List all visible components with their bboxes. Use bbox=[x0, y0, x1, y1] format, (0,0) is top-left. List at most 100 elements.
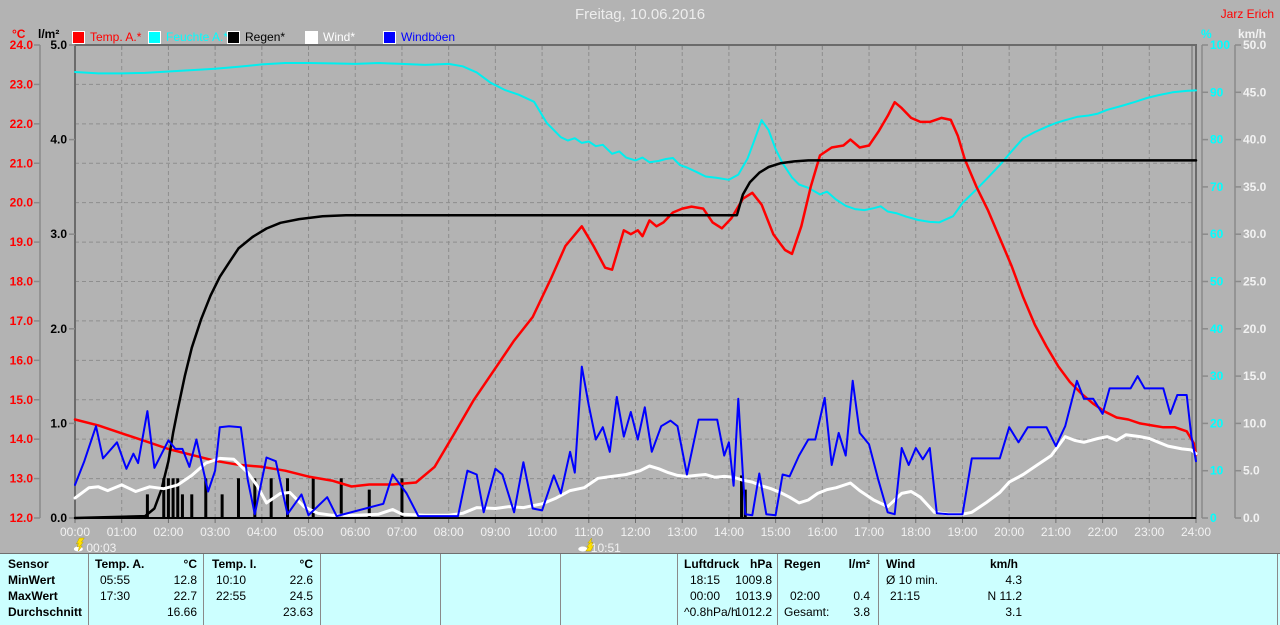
luftdruck-min-value: 1009.8 bbox=[735, 573, 772, 587]
luftdruck-avg-value: 1012.2 bbox=[735, 605, 772, 619]
legend-label: Windböen bbox=[401, 30, 456, 44]
legend-swatch-icon bbox=[72, 30, 85, 44]
luftdruck-min-time: 18:15 bbox=[690, 573, 721, 587]
humidity-curve bbox=[74, 62, 1197, 224]
table-column-separator bbox=[777, 554, 778, 625]
legend-item-4: Wind* bbox=[305, 30, 355, 44]
wind-tick-label: 50.0 bbox=[1243, 38, 1267, 52]
x-axis-label: 01:00 bbox=[107, 525, 137, 539]
temp-tick-label: 21.0 bbox=[10, 156, 34, 170]
weather-chart[interactable]: 12.0 13.0 14.0 15.0 16.0 17.0 18.0 19.0 20.0 21.0… bbox=[0, 0, 1280, 553]
temp-tick-label: 16.0 bbox=[10, 353, 34, 367]
stats-table: Sensor MinWert MaxWert Durchschnitt Temp… bbox=[0, 553, 1280, 625]
luftdruck-max-value: 1013.9 bbox=[735, 589, 772, 603]
temp-axis-unit: °C bbox=[12, 27, 26, 41]
marker-arrow-icon bbox=[585, 537, 595, 552]
x-axis-label: 19:00 bbox=[947, 525, 977, 539]
wind-avg-value: 3.1 bbox=[1005, 605, 1022, 619]
col-header-regen: Regen bbox=[784, 557, 821, 571]
x-axis-label: 05:00 bbox=[294, 525, 324, 539]
marker-down-icon bbox=[73, 537, 85, 552]
temp-tick-label: 22.0 bbox=[10, 117, 34, 131]
legend: Temp. A.* Feuchte A.* Regen* Wind* Windböen bbox=[0, 30, 1280, 45]
temp-tick-label: 15.0 bbox=[10, 393, 34, 407]
col-unit-regen: l/m² bbox=[848, 557, 870, 571]
legend-label: Feuchte A.* bbox=[166, 30, 229, 44]
wind-curve bbox=[73, 433, 1198, 517]
x-axis-label: 13:00 bbox=[667, 525, 697, 539]
rain-tick-label: 5.0 bbox=[50, 38, 67, 52]
wind-tick-label: 45.0 bbox=[1243, 85, 1267, 99]
temp-tick-label: 14.0 bbox=[10, 432, 34, 446]
wind-tick-label: 30.0 bbox=[1243, 227, 1267, 241]
rain-total-curve bbox=[73, 159, 1198, 520]
temp-i-max-time: 22:55 bbox=[216, 589, 247, 603]
wind-avg10-value: 4.3 bbox=[1005, 573, 1022, 587]
row-label-maxwert: MaxWert bbox=[8, 589, 58, 603]
rain-tick-label: 3.0 bbox=[50, 227, 67, 241]
page-title: Freitag, 10.06.2016 bbox=[574, 6, 706, 23]
wind-tick-label: 10.0 bbox=[1243, 416, 1267, 430]
legend-label: Regen* bbox=[245, 30, 286, 44]
col-header-luftdruck: Luftdruck bbox=[684, 557, 740, 571]
temp-a-max-value: 22.7 bbox=[173, 589, 197, 603]
humidity-tick-label: 10 bbox=[1210, 464, 1224, 478]
temp-a-min-value: 12.8 bbox=[173, 573, 197, 587]
legend-swatch-icon bbox=[227, 30, 240, 44]
humidity-tick-label: 100 bbox=[1210, 38, 1230, 52]
humidity-tick-label: 20 bbox=[1210, 416, 1224, 430]
table-header-sensor: Sensor bbox=[8, 557, 49, 571]
x-axis-label: 17:00 bbox=[854, 525, 884, 539]
legend-item-5: Windböen bbox=[383, 30, 455, 44]
x-axis-label: 24:00 bbox=[1181, 525, 1211, 539]
marker-cloud-icon bbox=[578, 546, 588, 552]
col-header-wind: Wind bbox=[886, 557, 916, 571]
luftdruck-max-time: 00:00 bbox=[690, 589, 721, 603]
temp-tick-label: 20.0 bbox=[10, 196, 34, 210]
col-unit-wind: km/h bbox=[990, 557, 1019, 571]
legend-item-1: Temp. A.* bbox=[72, 30, 141, 44]
wind-tick-label: 20.0 bbox=[1243, 322, 1267, 336]
legend-label: Temp. A.* bbox=[90, 30, 142, 44]
rain-tick-label: 0.0 bbox=[50, 511, 67, 525]
temp-i-max-value: 24.5 bbox=[289, 589, 313, 603]
x-axis-label: 23:00 bbox=[1134, 525, 1164, 539]
temp-a-max-time: 17:30 bbox=[100, 589, 131, 603]
table-column-separator bbox=[88, 554, 89, 625]
temp-i-min-time: 10:10 bbox=[216, 573, 247, 587]
x-axis-label: 16:00 bbox=[807, 525, 837, 539]
table-column-separator bbox=[320, 554, 321, 625]
legend-swatch-icon bbox=[148, 30, 161, 44]
humidity-tick-label: 40 bbox=[1210, 322, 1224, 336]
col-unit-temp-a: °C bbox=[183, 557, 197, 571]
temp-i-min-value: 22.6 bbox=[289, 573, 313, 587]
x-axis-label: 14:00 bbox=[714, 525, 744, 539]
rain-tick-label: 4.0 bbox=[50, 133, 67, 147]
humidity-tick-label: 70 bbox=[1210, 180, 1224, 194]
x-axis-label: 03:00 bbox=[200, 525, 230, 539]
luftdruck-trend: ^0.8hPa/h bbox=[684, 605, 738, 619]
temp-tick-label: 12.0 bbox=[10, 511, 34, 525]
temp-tick-label: 13.0 bbox=[10, 472, 34, 486]
table-column-separator bbox=[560, 554, 561, 625]
legend-item-2: Feuchte A.* bbox=[148, 30, 228, 44]
humidity-tick-label: 90 bbox=[1210, 85, 1224, 99]
table-column-separator bbox=[440, 554, 441, 625]
humidity-tick-label: 60 bbox=[1210, 227, 1224, 241]
col-header-temp-a: Temp. A. bbox=[95, 557, 145, 571]
regen-max-value: 0.4 bbox=[853, 589, 870, 603]
x-axis-label: 09:00 bbox=[480, 525, 510, 539]
wind-gusts-curve bbox=[74, 365, 1197, 518]
row-label-durchschnitt: Durchschnitt bbox=[8, 605, 83, 619]
x-axis-label: 04:00 bbox=[247, 525, 277, 539]
temp-tick-label: 23.0 bbox=[10, 77, 34, 91]
wind-axis-unit: km/h bbox=[1238, 27, 1267, 41]
col-header-temp-i: Temp. I. bbox=[212, 557, 257, 571]
regen-max-time: 02:00 bbox=[790, 589, 821, 603]
marker-arrow-icon bbox=[75, 537, 85, 552]
marker-time-label: 00:03 bbox=[86, 541, 116, 553]
legend-swatch-icon bbox=[305, 30, 318, 44]
wind-avg10-label: Ø 10 min. bbox=[886, 573, 939, 587]
x-axis-label: 02:00 bbox=[153, 525, 183, 539]
table-column-separator bbox=[878, 554, 879, 625]
